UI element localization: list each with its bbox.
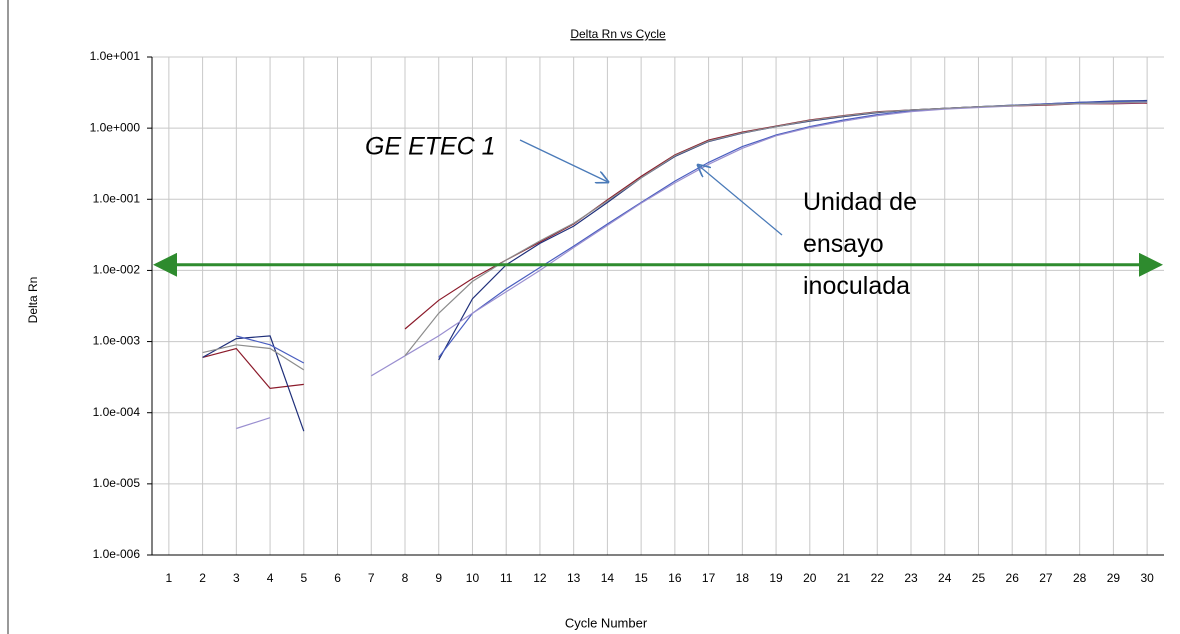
y-tick-label: 1.0e+000 <box>90 120 141 134</box>
x-tick-label: 30 <box>1140 571 1154 585</box>
annotation-line: inoculada <box>803 272 910 300</box>
x-tick-label: 20 <box>803 571 817 585</box>
annotation: GE ETEC 1 <box>365 133 496 161</box>
x-tick-label: 21 <box>837 571 851 585</box>
x-tick-label: 23 <box>904 571 918 585</box>
x-tick-label: 29 <box>1107 571 1121 585</box>
annotation: Unidad de ensayo inoculada <box>803 188 917 300</box>
x-tick-label: 27 <box>1039 571 1053 585</box>
x-tick-label: 15 <box>634 571 648 585</box>
x-tick-label: 22 <box>871 571 885 585</box>
x-tick-label: 10 <box>466 571 480 585</box>
annotation-line: Unidad de <box>803 188 917 216</box>
y-tick-label: 1.0e-003 <box>93 334 141 348</box>
x-tick-label: 5 <box>300 571 307 585</box>
x-tick-label: 11 <box>500 571 513 585</box>
x-tick-label: 9 <box>435 571 442 585</box>
x-tick-label: 14 <box>601 571 615 585</box>
annotation-line: ensayo <box>803 230 884 258</box>
x-axis-label: Cycle Number <box>565 615 648 630</box>
series-line <box>202 101 1148 371</box>
x-tick-label: 2 <box>199 571 206 585</box>
y-tick-label: 1.0e+001 <box>90 49 141 63</box>
x-tick-label: 26 <box>1006 571 1020 585</box>
x-tick-label: 8 <box>402 571 409 585</box>
x-tick-label: 4 <box>267 571 274 585</box>
y-axis-label: Delta Rn <box>26 277 40 324</box>
x-tick-label: 28 <box>1073 571 1087 585</box>
x-tick-label: 16 <box>668 571 682 585</box>
y-tick-label: 1.0e-006 <box>93 547 141 561</box>
x-tick-label: 25 <box>972 571 986 585</box>
x-tick-label: 12 <box>533 571 547 585</box>
x-tick-label: 3 <box>233 571 240 585</box>
x-tick-label: 17 <box>702 571 716 585</box>
y-tick-label: 1.0e-004 <box>93 405 141 419</box>
x-tick-label: 7 <box>368 571 375 585</box>
y-tick-label: 1.0e-002 <box>93 263 141 277</box>
x-tick-label: 24 <box>938 571 952 585</box>
chart-title: Delta Rn vs Cycle <box>570 27 666 41</box>
y-tick-label: 1.0e-005 <box>93 476 141 490</box>
x-tick-label: 1 <box>166 571 173 585</box>
x-tick-label: 13 <box>567 571 581 585</box>
x-tick-label: 18 <box>736 571 750 585</box>
arrow <box>698 165 783 236</box>
y-tick-label: 1.0e-001 <box>93 191 141 205</box>
arrow <box>519 139 608 182</box>
x-tick-label: 6 <box>334 571 341 585</box>
x-tick-label: 19 <box>769 571 783 585</box>
plot-area <box>152 57 1164 555</box>
